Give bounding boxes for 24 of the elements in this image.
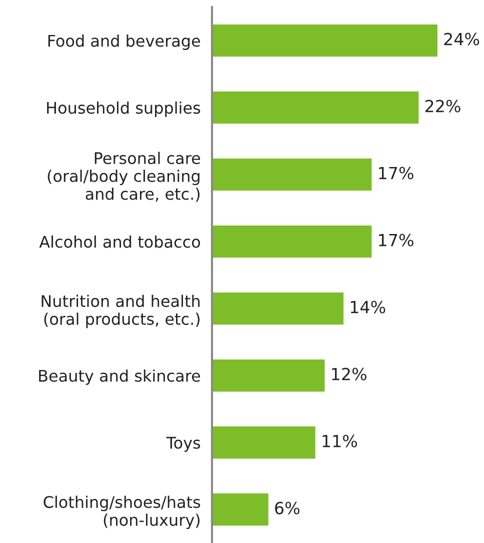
bar — [212, 24, 438, 57]
y-tick-label: Household supplies — [47, 101, 200, 117]
y-tick-label: Clothing/shoes/hats (non-luxury) — [44, 496, 200, 530]
data-label: 17% — [379, 166, 414, 180]
bar — [212, 359, 325, 392]
bar — [212, 158, 372, 191]
y-tick-label: Beauty and skincare — [39, 369, 200, 385]
data-label: 24% — [444, 32, 480, 46]
data-label: 11% — [322, 434, 358, 448]
y-tick-label: Nutrition and health (oral products, etc.) — [42, 294, 200, 328]
bar — [212, 91, 419, 124]
y-tick-label: Alcohol and tobacco — [39, 235, 200, 248]
bar — [212, 493, 268, 526]
bar — [212, 426, 316, 459]
y-tick-label: Food and beverage — [48, 34, 200, 50]
y-tick-label: Personal care (oral/body cleaning and care, etc.) — [48, 152, 200, 202]
data-label: 6% — [275, 502, 300, 514]
data-label: 22% — [425, 100, 460, 112]
bar — [212, 225, 372, 258]
y-tick-label: Toys — [166, 436, 200, 452]
bar — [212, 292, 344, 325]
data-label: 14% — [350, 300, 386, 314]
data-label: 12% — [332, 368, 366, 380]
data-label: 17% — [379, 234, 414, 246]
